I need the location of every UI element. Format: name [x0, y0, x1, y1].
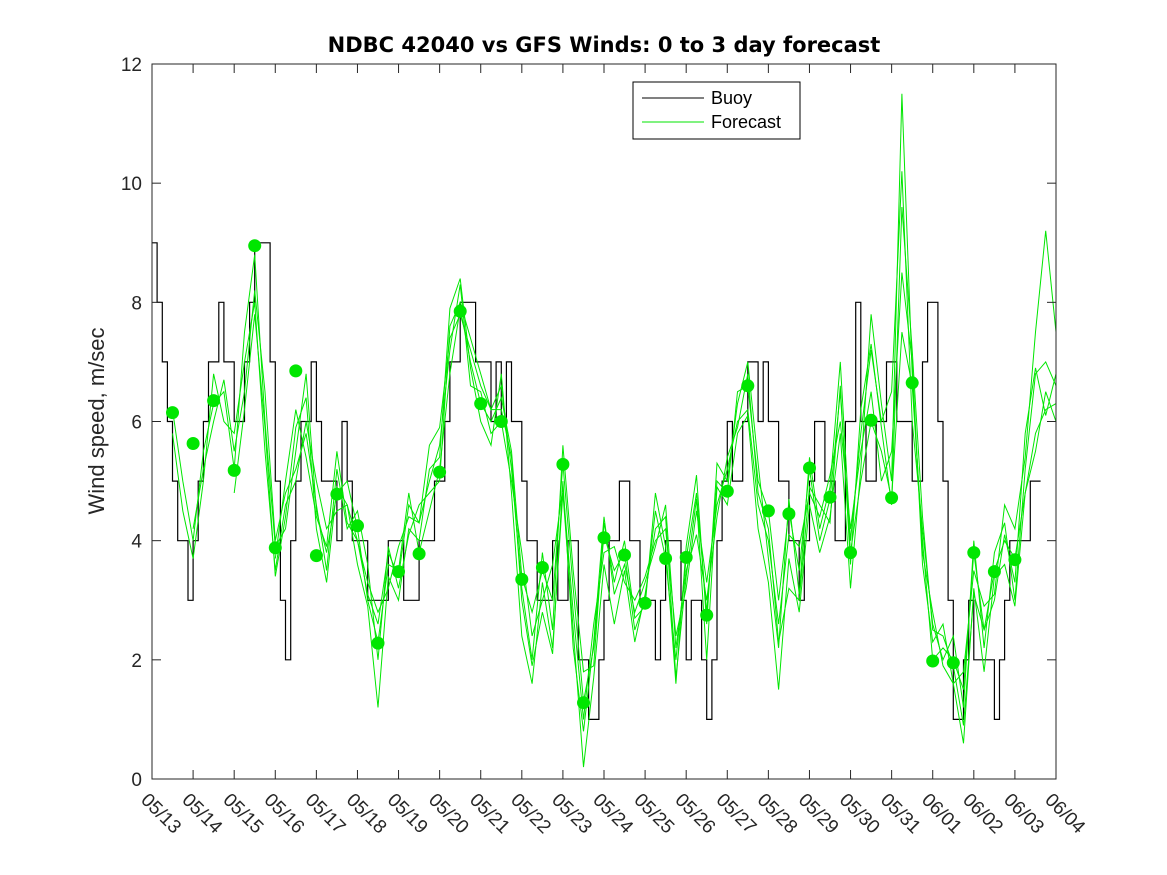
forecast-marker [782, 507, 796, 521]
forecast-marker [638, 596, 652, 610]
forecast-marker [926, 654, 940, 668]
forecast-marker [577, 696, 590, 710]
forecast-marker [967, 546, 981, 560]
y-tick-label: 0 [131, 770, 142, 791]
forecast-marker [1008, 553, 1022, 567]
forecast-line-3 [192, 171, 1057, 708]
forecast-marker [433, 465, 447, 479]
forecast-marker [535, 561, 549, 574]
forecast-line-4 [233, 93, 1057, 768]
forecast-marker [803, 461, 816, 475]
plot-area [152, 64, 1056, 779]
y-tick-label: 2 [131, 651, 142, 672]
forecast-marker [659, 552, 673, 565]
forecast-marker [946, 656, 960, 670]
forecast-marker [166, 406, 179, 420]
y-tick-labels: 0 2 4 6 8 10 12 [121, 55, 143, 791]
forecast-marker [371, 636, 385, 650]
legend-box [632, 81, 801, 140]
forecast-line-5 [274, 206, 1057, 732]
forecast-marker [556, 457, 570, 471]
forecast-marker [186, 437, 200, 450]
forecast-marker [309, 549, 323, 563]
forecast-marker [412, 547, 426, 561]
forecast-marker [351, 519, 364, 533]
forecast-marker [864, 413, 878, 427]
axes [151, 63, 1057, 780]
forecast-marker [597, 531, 611, 545]
forecast-markers-layer [166, 239, 1022, 710]
forecast-marker [741, 379, 755, 393]
forecast-marker [679, 550, 693, 564]
forecast-marker [248, 239, 262, 253]
forecast-marker [268, 541, 282, 555]
forecast-marker [720, 484, 734, 498]
y-tick-label: 6 [131, 413, 142, 434]
forecast-marker [618, 548, 631, 562]
forecast-marker [207, 394, 221, 408]
forecast-marker [474, 397, 488, 411]
y-tick-label: 8 [131, 293, 142, 314]
forecast-marker [761, 504, 775, 518]
forecast-marker [330, 487, 344, 501]
forecast-marker [844, 546, 857, 560]
forecast-marker [885, 491, 899, 505]
forecast-marker [515, 572, 529, 586]
y-tick-label: 12 [121, 55, 142, 76]
y-tick-label: 10 [121, 174, 142, 195]
forecast-marker [700, 608, 714, 622]
forecast-marker [823, 490, 837, 504]
y-axis-label: Wind speed, m/sec [84, 327, 109, 514]
forecast-marker [905, 376, 919, 390]
buoy-line [152, 242, 1041, 720]
forecast-marker [289, 364, 303, 378]
forecast-marker [227, 463, 241, 477]
legend-buoy-label: Buoy [711, 88, 752, 108]
legend: Buoy Forecast [632, 81, 801, 140]
legend-forecast-label: Forecast [711, 112, 781, 132]
forecast-marker [494, 415, 508, 428]
forecast-series-layer [172, 93, 1057, 768]
forecast-marker [392, 565, 405, 579]
buoy-series-layer [152, 242, 1041, 720]
forecast-marker [453, 304, 467, 318]
forecast-marker [987, 565, 1001, 579]
y-tick-label: 4 [131, 532, 142, 553]
chart-title: NDBC 42040 vs GFS Winds: 0 to 3 day fore… [328, 33, 881, 57]
